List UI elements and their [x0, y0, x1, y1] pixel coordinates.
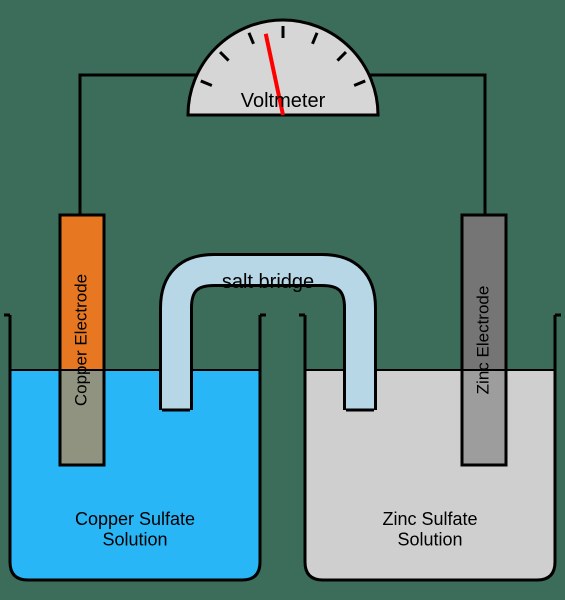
- zinc-electrode-label: Zinc Electrode: [473, 286, 492, 395]
- voltmeter-label: Voltmeter: [241, 90, 326, 112]
- zinc-electrode: Zinc Electrode: [462, 215, 506, 465]
- copper-electrode-label: Copper Electrode: [71, 274, 90, 406]
- salt-bridge-label: salt bridge: [222, 271, 314, 293]
- copper-electrode: Copper Electrode: [60, 215, 104, 465]
